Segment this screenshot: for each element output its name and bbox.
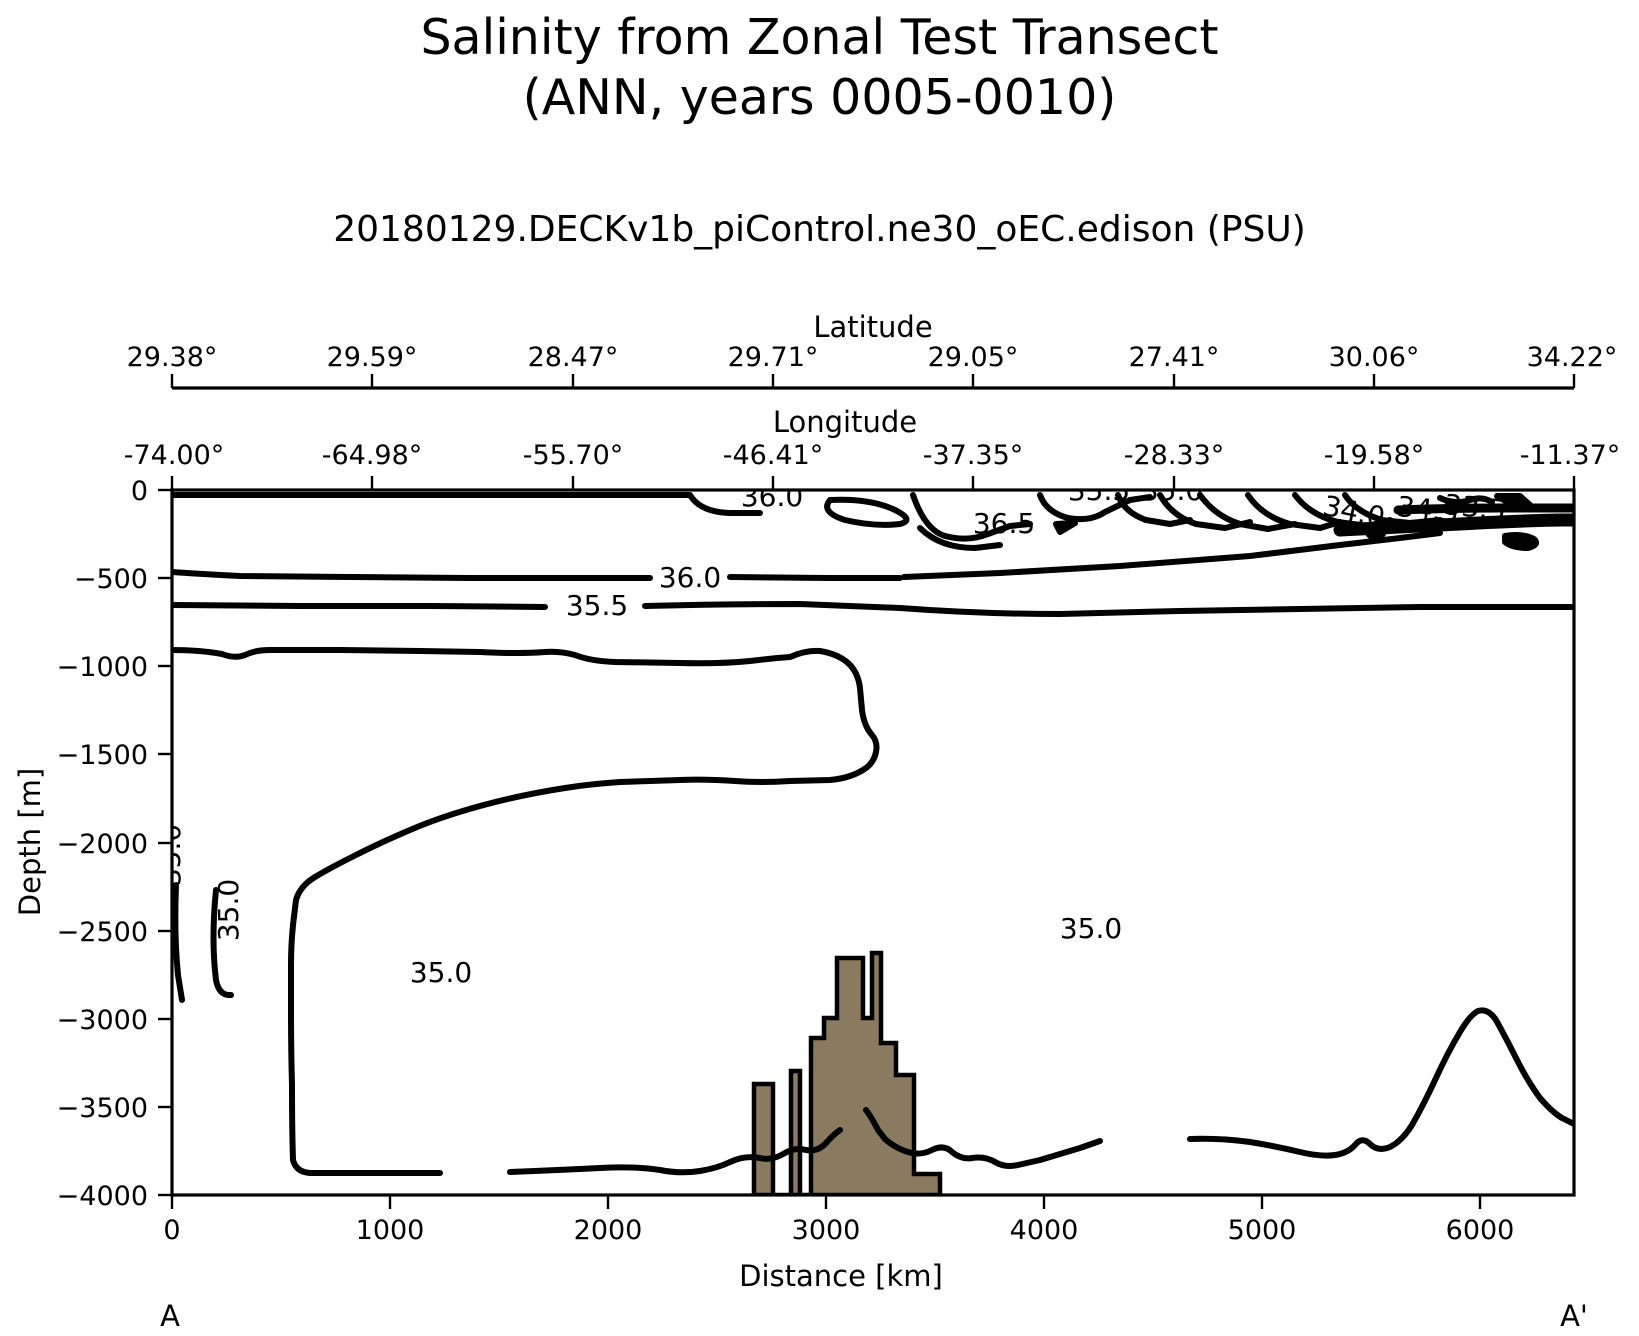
distance-tick-label: 1000 (356, 1215, 425, 1246)
longitude-tick-label: -11.37° (1520, 440, 1621, 471)
contour-lines (172, 492, 1574, 1176)
contour-36p5-loop (910, 492, 1033, 542)
latitude-ticks (170, 374, 1576, 388)
plot-interior: 36.0 36.5 35.5 35.0 34.0 34.5 33.5 36.0 … (154, 474, 1574, 1195)
contour-label: 36.0 (659, 561, 721, 594)
longitude-tick-label: -46.41° (723, 440, 824, 471)
contour-36p0-slope-deep (901, 530, 1443, 580)
contour-35p0-west-b (210, 887, 234, 999)
distance-ticks (170, 1195, 1482, 1209)
contour-35p5-east2 (1157, 492, 1253, 531)
distance-tick-label: 3000 (792, 1215, 861, 1246)
depth-tick-label: −500 (74, 564, 148, 595)
contour-west-closed (172, 882, 234, 1003)
contour-36p0-mid (172, 569, 653, 581)
depth-axis: Depth [m] 0 −500 −1000 −1500 −2000 −2500… (13, 476, 172, 1212)
latitude-tick-label: 29.59° (327, 342, 418, 373)
contour-35p0-over-ridge (863, 1107, 1043, 1169)
contour-east-tangle-b (1494, 493, 1533, 508)
transect-start-marker: A (160, 1299, 180, 1332)
latitude-axis: Latitude 29.38° 29.59° 28.47° 29.71° 29.… (127, 310, 1618, 390)
latitude-tick-label: 34.22° (1527, 342, 1618, 373)
contour-35p5-mid-right (642, 601, 1574, 617)
contour-34p0-east (1292, 492, 1393, 529)
contour-35p0-abyssal-mid (507, 1127, 843, 1176)
contour-label-rotated: 35.0 (154, 824, 187, 886)
latitude-tick-label: 30.06° (1329, 342, 1420, 373)
distance-tick-label: 4000 (1010, 1215, 1079, 1246)
contour-label: 35.0 (410, 956, 472, 989)
page-title: Salinity from Zonal Test Transect (ANN, … (0, 8, 1639, 128)
latitude-tick-label: 29.05° (928, 342, 1019, 373)
longitude-tick-label: -28.33° (1124, 440, 1225, 471)
depth-tick-label: −3500 (57, 1093, 148, 1124)
contour-east-tangle-a (1437, 495, 1495, 506)
contour-34p5-east (1245, 492, 1343, 531)
contour-label: 36.0 (741, 480, 803, 513)
contour-east-band-1 (1342, 492, 1443, 526)
longitude-tick-label: -74.00° (124, 440, 225, 471)
latitude-tick-label: 29.71° (728, 342, 819, 373)
distance-axis-label: Distance [km] (739, 1259, 943, 1293)
contour-label: 35.5 (566, 589, 628, 622)
contour-35p5-mid (172, 602, 548, 610)
contour-36p5-lower (917, 525, 1003, 551)
latitude-axis-label: Latitude (813, 310, 932, 344)
transect-end-marker: A' (1560, 1299, 1588, 1332)
distance-tick-label: 5000 (1228, 1215, 1297, 1246)
longitude-tick-label: -19.58° (1324, 440, 1425, 471)
contour-label: 36.5 (973, 507, 1035, 540)
depth-tick-label: −2500 (57, 917, 148, 948)
contour-east-tangle-c (1502, 532, 1539, 551)
contour-label: 35.5 (1068, 474, 1130, 507)
longitude-axis: Longitude -74.00° -64.98° -55.70° -46.41… (124, 405, 1621, 490)
contour-35p0-abyssal-left (290, 1157, 443, 1176)
contour-36p5-arrow (1053, 520, 1078, 535)
contour-36p0-mid-right (727, 574, 903, 581)
contour-36p0-surface-b (824, 496, 910, 528)
latitude-tick-label: 29.38° (127, 342, 218, 373)
longitude-ticks (170, 476, 1576, 490)
contour-35p0-west-a (172, 882, 185, 1003)
contour-tongue-upper (172, 647, 880, 755)
latitude-tick-label: 27.41° (1129, 342, 1220, 373)
contour-36p0-east (1037, 492, 1153, 523)
distance-tick-label: 0 (163, 1215, 180, 1246)
bathymetry-shape (751, 950, 943, 1195)
depth-tick-label: −2000 (57, 829, 148, 860)
distance-axis: 0 1000 2000 3000 4000 5000 6000 Distance… (163, 1195, 1514, 1293)
latitude-tick-label: 28.47° (528, 342, 619, 373)
contour-label: 35.0 (1060, 912, 1122, 945)
contour-label: 35.0 (1141, 474, 1203, 507)
depth-tick-label: 0 (131, 476, 148, 507)
contour-35p5-east (1115, 492, 1193, 527)
contour-35p0-east (1197, 492, 1298, 532)
subtitle: 20180129.DECKv1b_piControl.ne30_oEC.edis… (333, 209, 1306, 250)
longitude-axis-label: Longitude (773, 405, 917, 439)
depth-tick-label: −4000 (57, 1181, 148, 1212)
longitude-tick-label: -55.70° (523, 440, 624, 471)
contour-label: 34.5 (1395, 490, 1460, 529)
main-title-line-2: (ANN, years 0005-0010) (522, 69, 1117, 126)
contour-label: 33.5 (1442, 488, 1507, 527)
contour-35p0-east-seg (1187, 1007, 1574, 1159)
longitude-tick-label: -37.35° (923, 440, 1024, 471)
main-title-line-1: Salinity from Zonal Test Transect (420, 9, 1219, 66)
depth-axis-label: Depth [m] (13, 768, 47, 916)
contour-tongue-lower (288, 785, 568, 1163)
depth-tick-label: −3000 (57, 1005, 148, 1036)
contour-east-blob (1364, 521, 1387, 541)
longitude-tick-label: -64.98° (322, 440, 423, 471)
contour-36p0-surface (172, 492, 763, 516)
distance-tick-label: 2000 (574, 1215, 643, 1246)
depth-tick-label: −1000 (57, 652, 148, 683)
distance-tick-label: 6000 (1446, 1215, 1515, 1246)
contour-tongue-nose (562, 749, 879, 791)
depth-tick-label: −1500 (57, 740, 148, 771)
contour-east-band-3 (1393, 503, 1574, 515)
depth-ticks (158, 488, 172, 1197)
contour-35p0-abyssal-right (1037, 1138, 1103, 1163)
